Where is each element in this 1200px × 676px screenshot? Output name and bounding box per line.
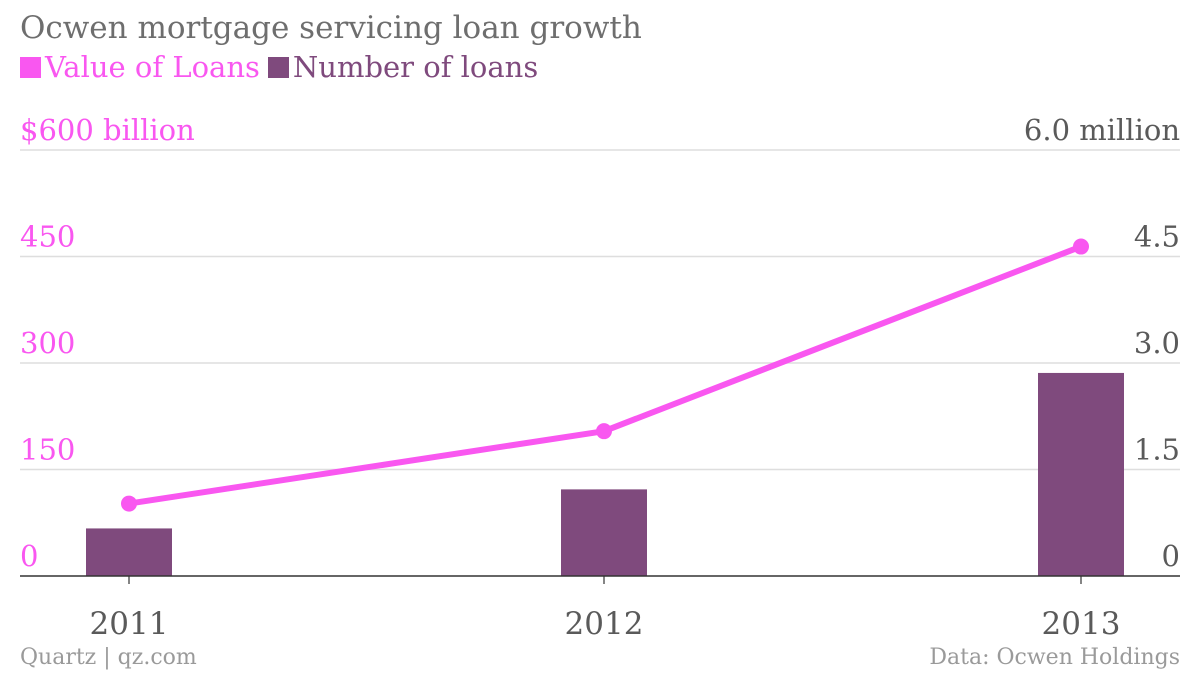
footer-source-right: Data: Ocwen Holdings [929, 645, 1180, 670]
right-axis-label-0: 0 [1162, 539, 1180, 573]
left-axis-label-2: 300 [20, 326, 75, 360]
right-axis-label-1: 1.5 [1134, 433, 1180, 467]
legend-label-number-of-loans: Number of loans [292, 50, 539, 84]
footer-source-left: Quartz | qz.com [20, 645, 197, 670]
x-tick-label-2011: 2011 [90, 606, 169, 642]
point-value-of-loans-2011 [121, 495, 137, 512]
legend-item-number-of-loans: Number of loans [267, 50, 539, 84]
point-value-of-loans-2012 [596, 423, 612, 440]
bar-2013 [1038, 372, 1124, 576]
point-value-of-loans-2013 [1073, 238, 1089, 255]
right-axis-label-3: 4.5 [1134, 220, 1180, 254]
legend: Value of Loans Number of loans [20, 50, 546, 84]
bar-2011 [86, 528, 172, 576]
left-axis-label-3: 450 [20, 220, 75, 254]
legend-swatch-number-of-loans [267, 56, 289, 78]
line-value-of-loans [126, 243, 1084, 507]
left-axis-label-0: 0 [20, 539, 38, 573]
legend-swatch-value-of-loans [20, 56, 41, 78]
chart-title: Ocwen mortgage servicing loan growth [20, 10, 642, 46]
right-axis-label-4: 6.0 million [1024, 113, 1180, 147]
bar-2012 [561, 489, 647, 576]
right-axis-label-2: 3.0 [1134, 326, 1180, 360]
left-axis-label-4: $600 billion [20, 113, 195, 147]
left-axis-label-1: 150 [20, 433, 75, 467]
x-tick-label-2012: 2012 [565, 606, 644, 642]
legend-item-value-of-loans: Value of Loans [20, 50, 260, 84]
x-tick-label-2013: 2013 [1042, 606, 1121, 642]
legend-label-value-of-loans: Value of Loans [45, 50, 260, 84]
